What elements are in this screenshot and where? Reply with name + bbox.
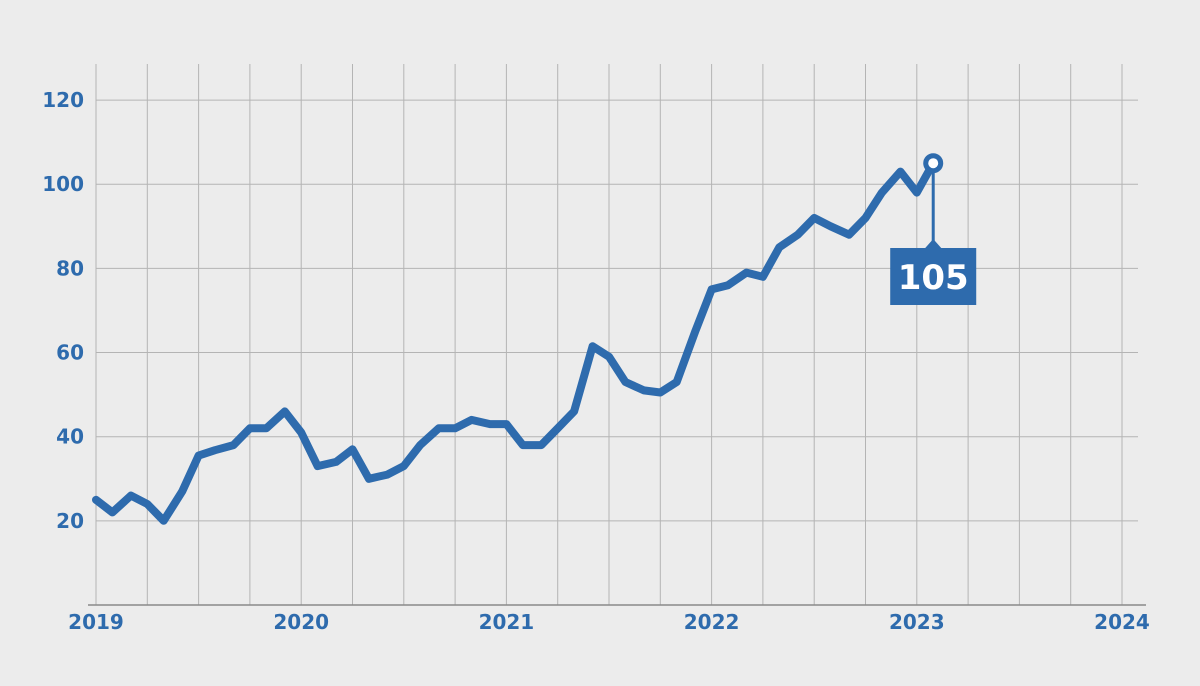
- x-tick-label: 2020: [273, 610, 329, 634]
- y-tick-label: 60: [56, 341, 84, 365]
- y-tick-label: 100: [42, 172, 84, 196]
- x-tick-label: 2021: [479, 610, 535, 634]
- callout-label: 105: [898, 258, 969, 298]
- x-tick-label: 2019: [68, 610, 124, 634]
- callout-box: [890, 248, 977, 305]
- y-tick-label: 120: [42, 88, 84, 112]
- callout-marker: [923, 153, 944, 174]
- callout: 105: [890, 153, 977, 305]
- x-tick-label: 2024: [1094, 610, 1150, 634]
- x-tick-label: 2023: [889, 610, 945, 634]
- y-tick-label: 80: [56, 256, 84, 280]
- x-tick-label: 2022: [684, 610, 740, 634]
- callout-pointer: [925, 239, 942, 248]
- series-line: [92, 159, 938, 525]
- series-layer: [92, 159, 938, 525]
- y-tick-label: 20: [56, 509, 84, 533]
- y-tick-label: 40: [56, 425, 84, 449]
- grid: [95, 64, 1138, 605]
- axes: 20 40 60 80 100 120 2019 2020 2021 2022 2023 2024: [42, 88, 1150, 634]
